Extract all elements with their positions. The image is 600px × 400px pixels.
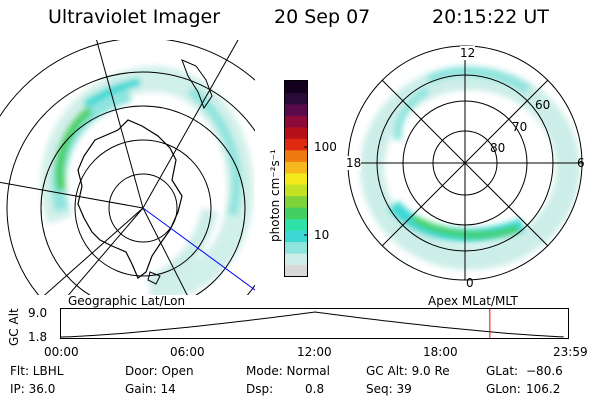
colorbar-stripe <box>285 264 307 277</box>
colorbar-tick-label-100: 100 <box>314 140 337 154</box>
apex-map <box>347 45 583 281</box>
colorbar-stripe <box>285 92 307 105</box>
door-status: Door: Open <box>125 364 194 378</box>
colorbar-stripe <box>285 126 307 139</box>
colorbar-stripe <box>285 253 307 266</box>
geographic-map <box>0 40 255 295</box>
instrument-title: Ultraviolet Imager <box>48 6 221 28</box>
altitude-x-tick-2359: 23:59 <box>553 345 588 359</box>
altitude-x-tick-0600: 06:00 <box>170 345 205 359</box>
apex-mlt-label-18: 18 <box>346 156 362 170</box>
colorbar-tick-label-10: 10 <box>314 228 330 242</box>
apex-mlt-label-12: 12 <box>460 46 476 60</box>
ip-status: IP: 36.0 <box>10 382 56 396</box>
colorbar-stripe <box>285 241 307 254</box>
colorbar-stripe <box>285 184 307 197</box>
colorbar-gradient <box>285 81 307 277</box>
geo-landmass-north <box>181 59 213 110</box>
altitude-y-tick-max: 9.0 <box>28 306 48 320</box>
apex-map-label: Apex MLat/MLT <box>428 294 518 308</box>
colorbar-frame <box>284 80 308 277</box>
colorbar-stripe <box>285 207 307 220</box>
observation-date: 20 Sep 07 <box>274 6 371 28</box>
observation-time: 20:15:22 UT <box>432 6 549 28</box>
altitude-axis-title: GC Alt <box>7 308 21 346</box>
altitude-x-tick-1200: 12:00 <box>297 345 332 359</box>
apex-lat-label-80: 80 <box>490 141 506 155</box>
apex-lat-label-70: 70 <box>512 120 528 134</box>
geo-meridians <box>0 40 239 295</box>
altitude-plot <box>60 308 569 339</box>
glon-label: GLon: <box>486 382 521 396</box>
colorbar-stripe <box>285 230 307 243</box>
filter-status: Flt: LBHL <box>10 364 64 378</box>
altitude-x-tick-0000: 00:00 <box>44 345 79 359</box>
glat-label: GLat: <box>486 364 519 378</box>
colorbar-stripe <box>285 149 307 162</box>
colorbar-stripe <box>285 103 307 116</box>
apex-mlt-meridians <box>348 46 582 280</box>
geo-map-label: Geographic Lat/Lon <box>68 294 186 308</box>
colorbar-stripe <box>285 161 307 174</box>
colorbar-stripe <box>285 138 307 151</box>
glon-value: 106.2 <box>526 382 561 396</box>
sequence-status: Seq: 39 <box>366 382 412 396</box>
altitude-plot-frame <box>60 308 569 339</box>
colorbar <box>284 80 308 277</box>
dsp-label: Dsp: <box>246 382 274 396</box>
geo-coastline <box>77 119 183 279</box>
colorbar-stripe <box>285 81 307 93</box>
altitude-track-line <box>60 311 564 338</box>
colorbar-stripe <box>285 115 307 128</box>
glat-value: −80.6 <box>526 364 563 378</box>
gain-status: Gain: 14 <box>125 382 176 396</box>
altitude-y-tick-min: 1.8 <box>28 330 48 344</box>
dsp-value: 0.8 <box>305 382 325 396</box>
geo-latitude-circles <box>0 40 255 295</box>
apex-mlt-label-0: 0 <box>466 276 474 290</box>
apex-mlt-label-6: 6 <box>577 156 585 170</box>
geo-sun-direction-line <box>142 207 255 291</box>
apex-lat-label-60: 60 <box>535 98 551 112</box>
gc-alt-status: GC Alt: 9.0 Re <box>366 364 450 378</box>
geo-island <box>147 271 161 285</box>
colorbar-stripe <box>285 195 307 208</box>
mode-status: Mode: Normal <box>246 364 330 378</box>
colorbar-stripe <box>285 172 307 185</box>
altitude-x-tick-1800: 18:00 <box>423 345 458 359</box>
colorbar-stripe <box>285 218 307 231</box>
colorbar-unit-label: photon cm⁻²s⁻¹ <box>268 149 282 242</box>
